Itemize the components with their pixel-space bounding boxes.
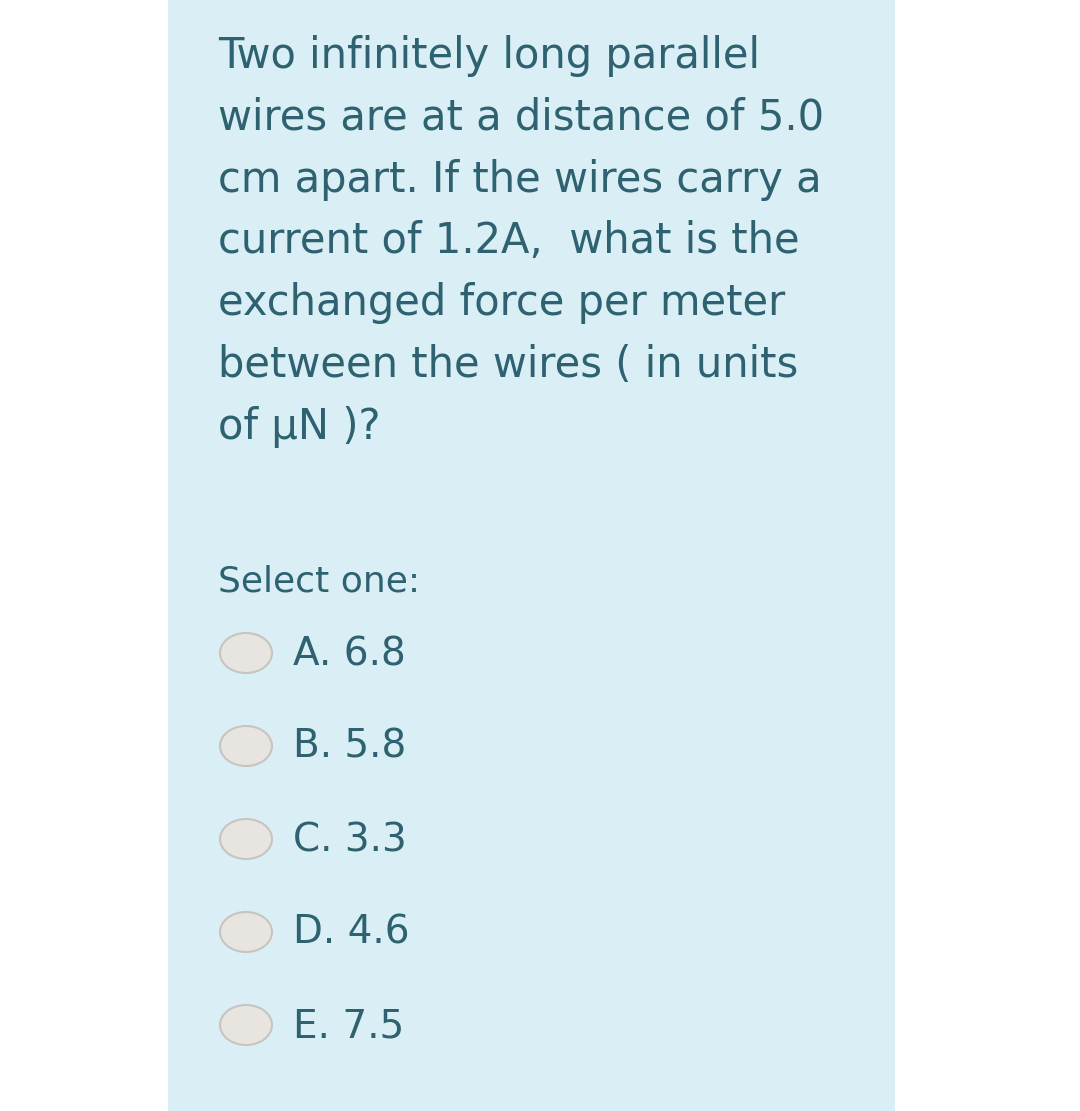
Text: A. 6.8: A. 6.8 (293, 635, 406, 673)
Text: Select one:: Select one: (218, 565, 420, 599)
FancyBboxPatch shape (168, 0, 895, 1111)
Ellipse shape (220, 912, 272, 952)
Ellipse shape (220, 1005, 272, 1045)
Text: C. 3.3: C. 3.3 (293, 821, 407, 859)
Ellipse shape (220, 633, 272, 673)
Ellipse shape (220, 819, 272, 859)
Ellipse shape (220, 725, 272, 765)
Text: B. 5.8: B. 5.8 (293, 728, 406, 765)
Text: E. 7.5: E. 7.5 (293, 1007, 404, 1045)
Text: Two infinitely long parallel
wires are at a distance of 5.0
cm apart. If the wir: Two infinitely long parallel wires are a… (218, 36, 824, 448)
Text: D. 4.6: D. 4.6 (293, 914, 409, 952)
